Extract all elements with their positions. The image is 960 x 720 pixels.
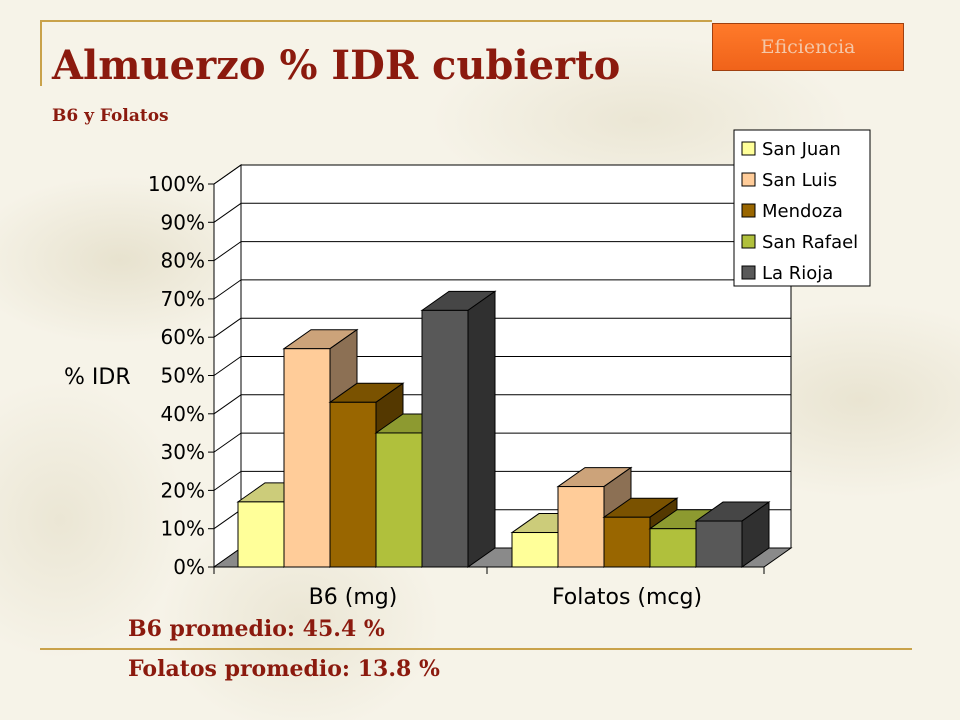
bar-front [557, 486, 605, 568]
y-tick-label: 90% [161, 210, 205, 234]
y-tick-label: 60% [161, 325, 205, 349]
y-tick-label: 20% [161, 478, 205, 502]
slide-title: Almuerzo % IDR cubierto [52, 42, 621, 89]
gridline-side [213, 164, 242, 185]
y-tick-label: 80% [161, 249, 205, 273]
bar-front [649, 528, 697, 568]
gridline-side [213, 279, 242, 300]
legend-box [733, 129, 871, 287]
bar [694, 501, 771, 568]
legend-entry: La Rioja [762, 263, 833, 284]
y-tick-label: 10% [161, 517, 205, 541]
chart-axes: 0% 10% 20% 30% 40% 50% 60% 70% 80% 90% 100% B6 (mg)… [148, 172, 765, 610]
gridline-side [213, 356, 242, 376]
frame-top-line [40, 20, 712, 22]
gridline-side [213, 394, 242, 415]
y-tick-label: 70% [161, 287, 205, 311]
gridline-side [213, 241, 242, 262]
y-tick-label: 30% [161, 440, 205, 464]
y-tick-label: 50% [161, 364, 205, 388]
bar-side [467, 290, 496, 568]
legend-entry: San Rafael [762, 232, 858, 253]
gridline-side [213, 317, 242, 338]
x-category-label: Folatos (mcg) [552, 585, 702, 610]
gridline-side [213, 509, 242, 530]
gridline-side [213, 432, 242, 453]
bar-front [375, 432, 423, 568]
y-tick-label: 0% [173, 555, 205, 579]
legend-swatch [741, 172, 756, 187]
legend-swatch [741, 203, 756, 218]
bar [420, 290, 497, 568]
bar-front [511, 532, 559, 568]
legend-entry: San Luis [762, 170, 837, 191]
folatos-average: Folatos promedio: 13.8 % [128, 656, 440, 682]
legend-entry: San Juan [762, 139, 841, 160]
bar-front [329, 401, 377, 568]
bar-front [603, 516, 651, 568]
bar-front [283, 348, 331, 568]
chart-legend: San Juan San Luis Mendoza San Rafael La Rioj… [733, 129, 871, 287]
frame-vertical-line [40, 20, 42, 86]
legend-swatch [741, 265, 756, 280]
b6-average: B6 promedio: 45.4 % [128, 616, 385, 642]
y-axis-label: % IDR [64, 365, 131, 390]
legend-swatch [741, 234, 756, 249]
chart-bars [236, 290, 771, 568]
y-tick-label: 100% [148, 172, 205, 196]
y-tick-label: 40% [161, 402, 205, 426]
slide-subtitle: B6 y Folatos [52, 106, 169, 126]
frame-bottom-line [40, 648, 912, 650]
gridline-side [213, 470, 242, 491]
bar-front [421, 309, 469, 568]
legend-entry: Mendoza [762, 201, 843, 222]
x-category-label: B6 (mg) [309, 585, 398, 610]
section-tag: Eficiencia [712, 23, 904, 71]
gridline-side [213, 202, 242, 223]
legend-swatch [741, 141, 756, 156]
bar-front [237, 501, 285, 568]
bar-front [695, 520, 743, 568]
